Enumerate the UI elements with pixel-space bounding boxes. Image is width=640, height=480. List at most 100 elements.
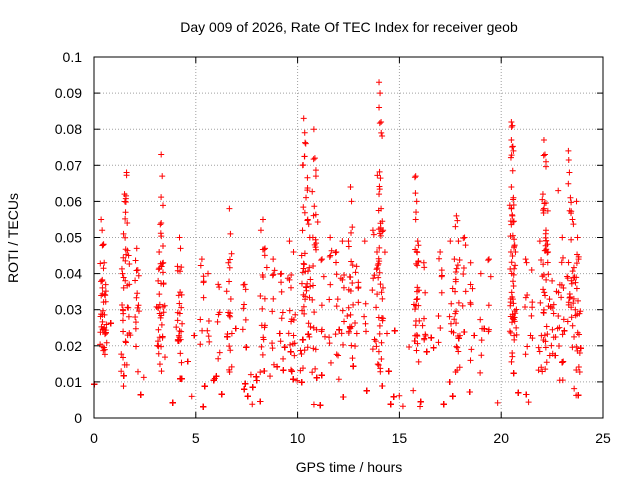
roti-point (178, 359, 185, 366)
roti-point (515, 389, 522, 396)
roti-point (460, 235, 467, 242)
roti-point (301, 250, 308, 257)
roti-point (226, 369, 233, 376)
roti-point (523, 259, 530, 266)
roti-point (361, 313, 368, 320)
roti-point (377, 175, 384, 182)
x-tick-label: 0 (90, 430, 98, 446)
roti-spike-point (541, 151, 548, 158)
roti-point (565, 259, 572, 266)
roti-point (449, 393, 456, 400)
roti-point (302, 139, 309, 146)
roti-point (375, 274, 382, 281)
roti-point (573, 366, 580, 373)
roti-point (348, 229, 355, 236)
roti-point (510, 300, 517, 307)
roti-point (281, 344, 288, 351)
y-tick-label: 0.02 (55, 338, 82, 354)
roti-point (569, 322, 576, 329)
roti-spike-point (559, 234, 566, 241)
roti-spike-point (101, 259, 108, 266)
roti-point (277, 271, 284, 278)
roti-point (215, 355, 222, 362)
roti-point (197, 316, 204, 323)
roti-spike-point (451, 256, 458, 263)
roti-point (462, 288, 469, 295)
roti-point (355, 284, 362, 291)
roti-point (528, 312, 535, 319)
roti-point (544, 241, 551, 248)
roti-point (374, 361, 381, 368)
roti-point (176, 300, 183, 307)
roti-point (218, 391, 225, 398)
roti-spike-point (158, 151, 165, 158)
roti-point (577, 308, 584, 315)
roti-spike-point (540, 205, 547, 212)
roti-point (413, 209, 420, 216)
roti-spike-point (510, 147, 517, 154)
roti-point (99, 318, 106, 325)
roti-point (177, 289, 184, 296)
roti-point (345, 328, 352, 335)
roti-point (415, 242, 422, 249)
roti-point (214, 318, 221, 325)
roti-point (257, 369, 264, 376)
roti-point (226, 264, 233, 271)
roti-point (350, 363, 357, 370)
roti-spike-point (299, 162, 306, 169)
roti-point (216, 284, 223, 291)
roti-point (98, 311, 105, 318)
roti-point (240, 281, 247, 288)
roti-point (99, 290, 106, 297)
roti-point (155, 305, 162, 312)
roti-point (452, 276, 459, 283)
roti-point (508, 124, 515, 131)
roti-point (422, 289, 429, 296)
roti-point (318, 326, 325, 333)
roti-point (313, 240, 320, 247)
roti-spike-point (567, 194, 574, 201)
roti-point (467, 281, 474, 288)
roti-point (269, 340, 276, 347)
roti-point (573, 343, 580, 350)
roti-point (454, 262, 461, 269)
roti-point (374, 172, 381, 179)
roti-spike-point (176, 234, 183, 241)
y-tick-label: 0.05 (55, 230, 82, 246)
roti-spike-point (477, 270, 484, 277)
roti-point (310, 282, 317, 289)
roti-spike-point (155, 277, 162, 284)
roti-point (126, 281, 133, 288)
roti-point (339, 276, 346, 283)
roti-point (288, 271, 295, 278)
roti-point (336, 326, 343, 333)
roti-point (159, 269, 166, 276)
roti-point (511, 236, 518, 243)
roti-point (379, 228, 386, 235)
roti-point (132, 343, 139, 350)
roti-point (508, 205, 515, 212)
roti-point (300, 303, 307, 310)
roti-point (174, 267, 181, 274)
roti-point (377, 281, 384, 288)
roti-point (184, 358, 191, 365)
roti-point (450, 329, 457, 336)
roti-point (305, 331, 312, 338)
roti-point (260, 336, 267, 343)
roti-spike-point (225, 259, 232, 266)
roti-point (156, 291, 163, 298)
roti-point (568, 314, 575, 321)
roti-point (97, 329, 104, 336)
roti-spike-point (414, 238, 421, 245)
roti-point (421, 315, 428, 322)
roti-point (261, 368, 268, 375)
roti-point (100, 344, 107, 351)
roti-spike-point (99, 227, 106, 234)
roti-point (507, 295, 514, 302)
roti-point (159, 260, 166, 267)
roti-point (305, 221, 312, 228)
roti-point (576, 368, 583, 375)
roti-point (107, 320, 114, 327)
roti-point (379, 132, 386, 139)
roti-point (318, 302, 325, 309)
